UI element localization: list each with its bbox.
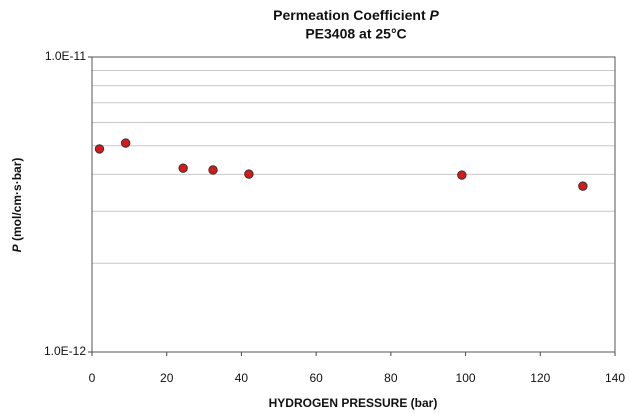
y-tick-label: 1.0E-11: [45, 49, 86, 63]
x-tick-label: 40: [235, 371, 249, 385]
point: [178, 163, 188, 173]
point: [94, 144, 105, 154]
plot-frame: [91, 56, 616, 353]
y-label-text: (mol/cm·s·bar): [10, 158, 24, 241]
point: [120, 138, 131, 148]
point: [208, 165, 218, 175]
x-axis-label: HYDROGEN PRESSURE (bar): [269, 396, 438, 410]
y-label-symbol: P: [10, 243, 24, 252]
point: [244, 169, 254, 179]
x-tick-label: 80: [384, 371, 398, 385]
point: [578, 181, 588, 191]
point: [457, 170, 467, 180]
x-tick-label: 120: [530, 371, 550, 385]
chart-subtitle: PE3408 at 25°C: [305, 26, 406, 42]
x-tick-label: 60: [309, 371, 323, 385]
y-axis-label: P (mol/cm·s·bar): [10, 158, 24, 253]
chart-title: Permeation Coefficient P: [273, 7, 439, 23]
title-text: Permeation Coefficient: [273, 7, 426, 23]
y-tick-label: 1.0E-12: [44, 344, 86, 358]
title-symbol: P: [430, 7, 440, 23]
x-tick-label: 100: [456, 371, 476, 385]
x-tick-label: 140: [605, 371, 625, 385]
x-tick-label: 20: [160, 371, 174, 385]
x-tick-label: 0: [89, 371, 96, 385]
